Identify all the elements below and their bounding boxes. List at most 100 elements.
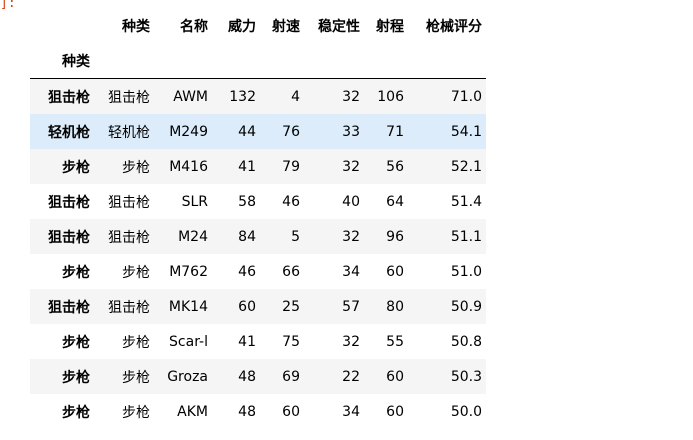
table-cell: 64 [386,193,404,210]
column-header: 枪械评分 [426,18,482,35]
row-index: 狙击枪 [48,194,90,211]
table-cell: 60 [386,368,404,385]
table-row: 轻机枪 轻机枪 M249 44 76 33 71 54.1 [30,114,486,149]
table-cell: 51.0 [450,263,482,280]
table-cell: 步枪 [122,159,150,176]
row-index: 轻机枪 [48,124,90,141]
row-index: 狙击枪 [48,299,90,316]
row-index: 步枪 [62,369,90,386]
table-cell: 55 [386,333,404,350]
table-body: 狙击枪 狙击枪 AWM 132 4 32 106 71.0 轻机枪 轻机枪 M249 44 76 33 71… [30,78,486,430]
table-cell: 54.1 [450,123,482,140]
table-cell: 步枪 [122,334,150,351]
table-cell: AWM [173,88,208,105]
index-name-row: 种类 [30,43,486,79]
table-row: 步枪 步枪 AKM 48 60 34 60 50.0 [30,394,486,429]
table-cell: M24 [178,228,208,245]
table-cell: 71 [386,123,404,140]
table-cell: 79 [282,158,300,175]
table-cell: 32 [342,88,360,105]
table-cell: 22 [342,368,360,385]
table-cell: 96 [386,228,404,245]
table-cell: 69 [282,368,300,385]
row-index: 步枪 [62,159,90,176]
table-cell: 46 [238,263,256,280]
table-cell: 轻机枪 [108,124,150,141]
table-cell: 步枪 [122,369,150,386]
table-cell: 46 [282,193,300,210]
column-header: 射程 [376,18,404,35]
table-cell: 56 [386,158,404,175]
table-cell: 52.1 [450,158,482,175]
row-index: 狙击枪 [48,229,90,246]
table-cell: MK14 [168,298,208,315]
table-cell: 32 [342,158,360,175]
table-cell: Groza [167,368,208,385]
table-row: 狙击枪 狙击枪 MK14 60 25 57 80 50.9 [30,289,486,324]
column-header: 射速 [272,18,300,35]
table-cell: 40 [342,193,360,210]
table-cell: 106 [377,88,404,105]
table-row: 狙击枪 狙击枪 SLR 58 46 40 64 51.4 [30,184,486,219]
table-cell: 狙击枪 [108,89,150,106]
table-row: 步枪 步枪 M762 46 66 34 60 51.0 [30,254,486,289]
table-cell: 32 [342,333,360,350]
table-cell: M416 [169,158,208,175]
table-cell: 48 [238,403,256,420]
table-cell: 75 [282,333,300,350]
table-row: 步枪 步枪 Scar-l 41 75 32 55 50.8 [30,324,486,359]
table-cell: SLR [181,193,208,210]
table-cell: 76 [282,123,300,140]
table-cell: 41 [238,333,256,350]
table-cell: 132 [229,88,256,105]
table-cell: Scar-l [169,333,208,350]
table-cell: 50.0 [450,403,482,420]
table-cell: 步枪 [122,264,150,281]
table-cell: 57 [342,298,360,315]
table-cell: M762 [169,263,208,280]
row-index: 步枪 [62,264,90,281]
column-header: 名称 [180,18,208,35]
table-cell: AKM [177,403,208,420]
index-name: 种类 [30,43,94,79]
column-header-row: 种类 名称 威力 射速 稳定性 射程 枪械评分 [30,8,486,43]
row-index: 步枪 [62,334,90,351]
table-cell: 步枪 [122,404,150,421]
table-cell: 51.4 [450,193,482,210]
row-index: 步枪 [62,404,90,421]
table-cell: 狙击枪 [108,194,150,211]
table-row: 狙击枪 狙击枪 M24 84 5 32 96 51.1 [30,219,486,254]
table-cell: 60 [282,403,300,420]
dataframe-table: 种类 名称 威力 射速 稳定性 射程 枪械评分 种类 狙击枪 狙击枪 AWM 132 4… [30,8,486,429]
column-header: 稳定性 [318,18,360,35]
table-cell: 25 [282,298,300,315]
table-cell: 5 [291,228,300,245]
table-cell: 50.3 [450,368,482,385]
table-cell: 狙击枪 [108,299,150,316]
table-cell: 50.9 [450,298,482,315]
column-header: 威力 [228,18,256,35]
row-index: 狙击枪 [48,89,90,106]
table-cell: 33 [342,123,360,140]
table-cell: 48 [238,368,256,385]
table-row: 步枪 步枪 Groza 48 69 22 60 50.3 [30,359,486,394]
table-cell: 58 [238,193,256,210]
table-cell: 4 [291,88,300,105]
table-cell: 32 [342,228,360,245]
table-cell: 66 [282,263,300,280]
table-cell: 60 [238,298,256,315]
table-cell: 44 [238,123,256,140]
table-cell: 71.0 [450,88,482,105]
column-header: 种类 [122,18,150,35]
table-cell: 60 [386,403,404,420]
table-cell: M249 [169,123,208,140]
table-cell: 84 [238,228,256,245]
cell-prompt: ]: [0,0,16,11]
table-cell: 50.8 [450,333,482,350]
table-cell: 狙击枪 [108,229,150,246]
table-cell: 80 [386,298,404,315]
table-cell: 41 [238,158,256,175]
table-cell: 51.1 [450,228,482,245]
table-cell: 34 [342,403,360,420]
